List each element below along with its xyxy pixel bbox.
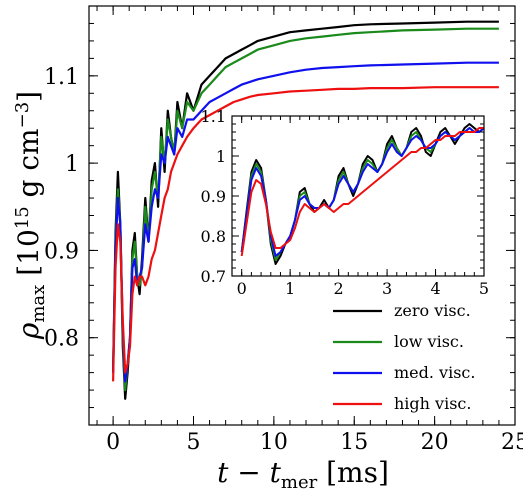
legend-label-2: med. visc.	[394, 363, 475, 382]
inset-y-tick-label: 0.8	[201, 227, 226, 246]
inset-series-line-3	[240, 127, 484, 257]
inset-x-tick-label: 1	[285, 279, 295, 298]
main-x-tick-label: 15	[340, 430, 368, 455]
main-x-tick-label: 5	[186, 430, 200, 455]
inset-x-tick-label: 3	[382, 279, 392, 298]
inset-series-line-2	[240, 127, 485, 257]
inset-y-tick-label: 1.1	[201, 107, 226, 126]
inset-x-tick-label: 4	[430, 279, 440, 298]
main-x-tick-label: 25	[501, 430, 523, 455]
main-series-line-3	[112, 86, 499, 382]
main-plot: 0 5 10 15 20 250.80.911.1	[44, 5, 523, 455]
main-x-tick-label: 20	[421, 430, 449, 455]
legend-label-1: low visc.	[394, 332, 464, 351]
inset-plot: 0 1 2 3 4 5 0.7 0.8 0.9 1 1.1	[201, 107, 490, 298]
inset-y-tick-label: 0.7	[201, 267, 226, 286]
main-y-tick-label: 0.8	[44, 327, 79, 352]
inset-x-tick-label: 2	[334, 279, 344, 298]
legend-label-3: high visc.	[394, 394, 471, 413]
main-x-tick-label: 10	[260, 430, 288, 455]
legend: zero visc. low visc. med. visc. high visc.	[333, 301, 475, 413]
inset-y-tick-label: 1	[216, 147, 226, 166]
inset-series-line-0	[240, 123, 485, 265]
main-x-tick-label: 0	[106, 430, 120, 455]
legend-label-0: zero visc.	[394, 301, 471, 320]
main-y-tick-label: 1.1	[44, 65, 79, 90]
inset-y-tick-label: 0.9	[201, 187, 226, 206]
main-y-tick-label: 0.9	[44, 239, 79, 264]
inset-x-tick-label: 5	[479, 279, 489, 298]
inset-x-tick-label: 0	[237, 279, 247, 298]
main-y-tick-label: 1	[65, 152, 79, 177]
y-axis-label: ρmax [1015 g cm−3]	[12, 91, 49, 340]
x-axis-label: t − tmer [ms]	[217, 456, 389, 493]
